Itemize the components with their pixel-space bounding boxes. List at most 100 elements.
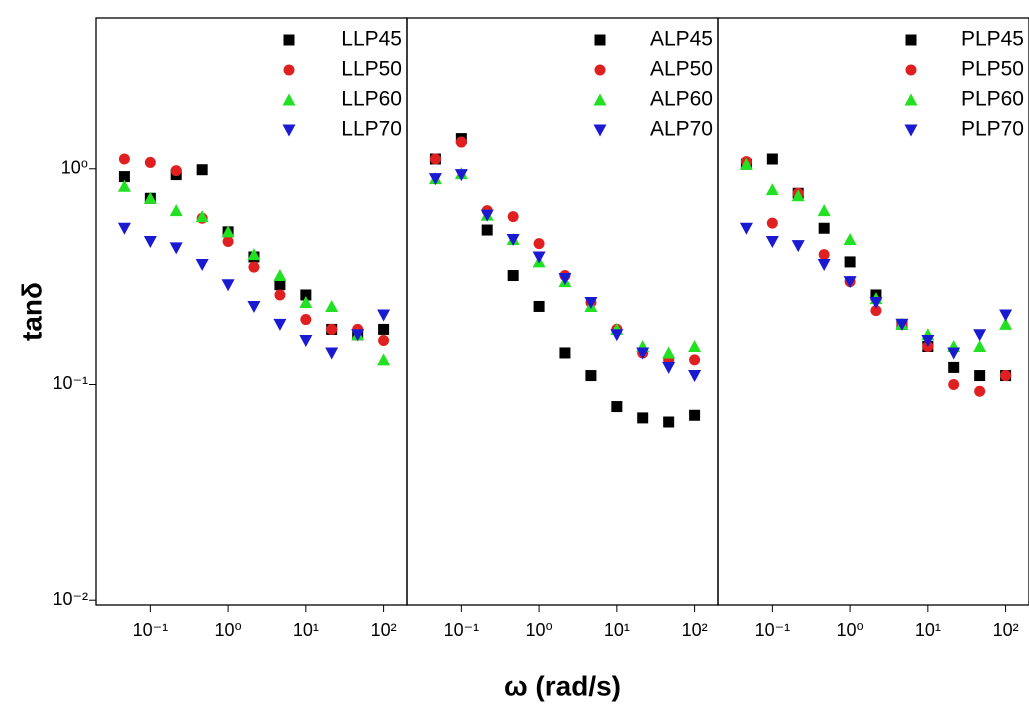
data-point — [844, 256, 856, 268]
data-point — [273, 318, 287, 331]
data-point — [117, 222, 131, 235]
data-point — [791, 189, 805, 202]
data-point — [637, 412, 649, 424]
legend-label: ALP70 — [650, 118, 713, 141]
data-point — [325, 347, 339, 360]
data-point — [973, 340, 987, 353]
legend-label: LLP45 — [341, 28, 402, 51]
data-point — [274, 279, 286, 291]
data-point — [739, 157, 753, 170]
data-point — [533, 300, 545, 312]
data-point — [117, 179, 131, 192]
data-point — [585, 370, 597, 382]
data-point — [973, 329, 987, 342]
data-point — [196, 164, 208, 176]
legend-marker — [593, 93, 607, 106]
x-axis-label: ω (rad/s) — [504, 670, 621, 701]
data-point — [169, 242, 183, 255]
data-point — [507, 270, 519, 282]
data-point — [532, 251, 546, 264]
data-point — [765, 236, 779, 249]
data-point — [818, 249, 830, 261]
data-point — [766, 217, 778, 229]
legend-label: LLP60 — [341, 88, 402, 111]
data-point — [377, 309, 391, 322]
data-point — [870, 305, 882, 317]
legend-marker — [904, 93, 918, 106]
x-tick-label: 10² — [993, 620, 1019, 640]
legend-marker — [283, 64, 295, 76]
data-point — [662, 346, 676, 359]
data-point — [662, 361, 676, 374]
data-point — [481, 224, 493, 236]
data-point — [118, 153, 130, 165]
data-point — [118, 171, 130, 183]
legend-label: LLP70 — [341, 118, 402, 141]
x-tick-label: 10⁰ — [836, 620, 863, 640]
data-point — [974, 385, 986, 397]
legend-marker — [594, 34, 606, 46]
x-tick-label: 10¹ — [293, 620, 319, 640]
data-point — [843, 276, 857, 289]
data-point — [843, 233, 857, 246]
legend-label: PLP45 — [961, 28, 1024, 51]
data-point — [169, 204, 183, 217]
legend-label: ALP45 — [650, 28, 713, 51]
legend-label: ALP60 — [650, 88, 713, 111]
data-point — [351, 329, 365, 342]
data-point — [817, 204, 831, 217]
x-tick-label: 10¹ — [915, 620, 941, 640]
data-point — [558, 272, 572, 285]
legend-marker — [905, 34, 917, 46]
x-tick-label: 10² — [371, 620, 397, 640]
data-point — [895, 318, 909, 331]
legend-label: PLP70 — [961, 118, 1024, 141]
data-point — [170, 165, 182, 177]
data-point — [688, 370, 702, 383]
data-point — [611, 401, 623, 413]
data-point — [947, 347, 961, 360]
y-axis-label: tanδ — [16, 282, 47, 341]
data-point — [948, 378, 960, 390]
data-point — [869, 296, 883, 309]
data-point — [325, 299, 339, 312]
data-point — [636, 347, 650, 360]
data-point — [274, 289, 286, 301]
legend-marker — [282, 124, 296, 137]
data-point — [273, 269, 287, 282]
legend-label: LLP50 — [341, 58, 402, 81]
legend-label: ALP50 — [650, 58, 713, 81]
legend-marker — [904, 124, 918, 137]
data-point — [688, 340, 702, 353]
x-tick-label: 10² — [682, 620, 708, 640]
data-point — [610, 329, 624, 342]
data-point — [222, 236, 234, 248]
data-point — [221, 279, 235, 292]
data-point — [143, 191, 157, 204]
data-point — [454, 169, 468, 182]
data-point — [506, 234, 520, 247]
data-point — [533, 238, 545, 250]
data-point — [689, 409, 701, 421]
data-point — [248, 261, 260, 273]
data-point — [299, 295, 313, 308]
y-tick-label: 10⁻¹ — [52, 373, 88, 393]
legend-marker — [905, 64, 917, 76]
x-tick-label: 10¹ — [604, 620, 630, 640]
data-point — [974, 370, 986, 382]
data-point — [195, 210, 209, 223]
data-point — [507, 211, 519, 223]
data-point — [559, 347, 571, 359]
data-point — [247, 300, 261, 313]
data-point — [428, 173, 442, 186]
data-point — [818, 222, 830, 234]
data-point — [378, 334, 390, 346]
data-point — [480, 209, 494, 222]
data-point — [143, 236, 157, 249]
plot-frame — [717, 17, 1029, 606]
data-point — [378, 323, 390, 335]
data-point — [689, 354, 701, 366]
x-tick-label: 10⁻¹ — [133, 620, 169, 640]
data-point — [455, 136, 467, 148]
